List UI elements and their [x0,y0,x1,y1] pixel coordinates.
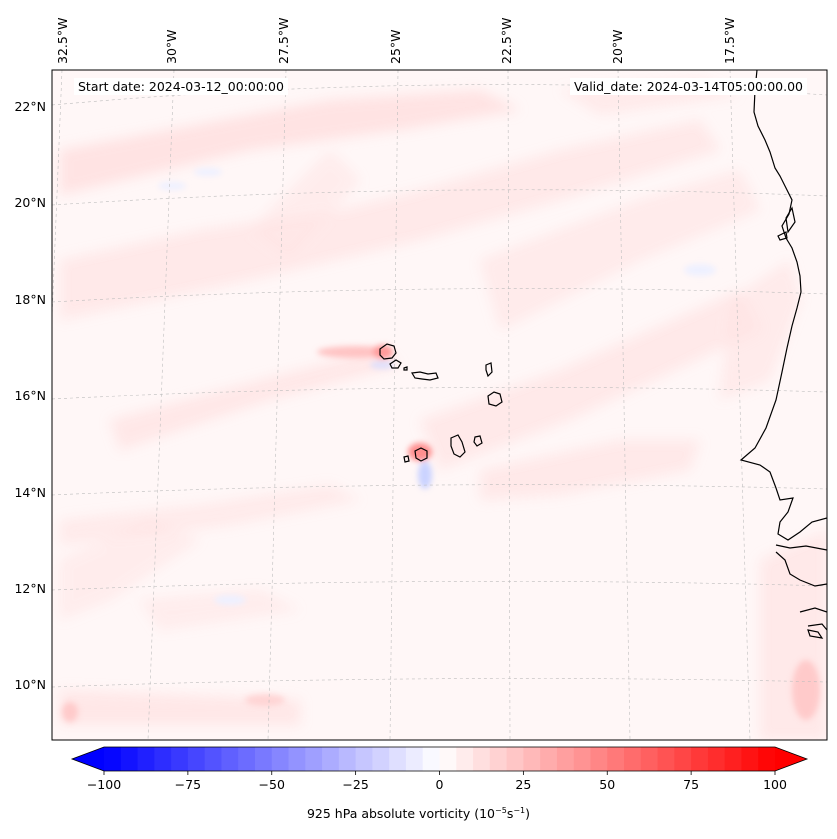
colorbar-tick-label: 50 [599,777,615,792]
colorbar-segment [758,747,776,771]
map-area [52,70,827,740]
colorbar-segment [322,747,340,771]
start-date-label: Start date: 2024-03-12_00:00:00 [74,78,288,95]
lon-label: 30°W [164,29,179,64]
colorbar-segment [573,747,592,771]
colorbar-segment [372,747,390,771]
island-santo-antao [379,343,397,360]
colorbar-segment [154,747,172,771]
longitude-labels: 32.5°W 30°W 27.5°W 25°W 22.5°W 20°W 17.5… [55,18,737,64]
lat-label: 16°N [14,388,46,403]
colorbar-segment [640,747,659,771]
colorbar-segment [355,747,374,771]
island-brava [403,455,410,463]
colorbar-tick-label: 100 [763,777,787,792]
colorbar-segment [523,747,541,771]
lon-label: 22.5°W [499,18,514,64]
colorbar-title: 925 hPa absolute vorticity (10−5s−1) [306,806,531,822]
lat-label: 12°N [14,581,46,596]
colorbar-segment [120,747,139,771]
colorbar-segment [405,747,424,771]
island-santiago [450,434,466,458]
colorbar-tick-label: 0 [436,777,444,792]
colorbar-segments [104,747,776,771]
colorbar-segment [473,747,491,771]
colorbar-segment [171,747,189,771]
lat-label: 18°N [14,292,46,307]
colorbar-segment [422,747,441,771]
colorbar-tick-label: 25 [515,777,531,792]
colorbar-segment [674,747,692,771]
island-maio [473,435,483,447]
map-frame [51,69,828,741]
colorbar-segment [137,747,155,771]
colorbar-segment [338,747,357,771]
colorbar-segment [305,747,323,771]
colorbar-segment [724,747,743,771]
lat-label: 14°N [14,485,46,500]
island-sao-vicente [389,359,402,369]
cape-verde-islands [379,343,503,463]
colorbar-tick-label: −50 [259,777,285,792]
colorbar-segment [439,747,457,771]
colorbar-segment [204,747,223,771]
colorbar-segment [607,747,625,771]
colorbar-extend-min-arrow [72,747,104,771]
colorbar: −100 −75 −50 −25 0 25 50 75 100 [70,746,809,792]
colorbar-tick-label: 75 [683,777,699,792]
colorbar-segment [104,747,122,771]
colorbar-segment [254,747,273,771]
colorbar-segment [691,747,709,771]
colorbar-segment [456,747,474,771]
colorbar-ticks: −100 −75 −50 −25 0 25 50 75 100 [87,771,787,792]
island-boa-vista [487,391,503,407]
colorbar-segment [221,747,239,771]
island-sao-nicolau [411,371,439,381]
colorbar-tick-label: −25 [342,777,368,792]
island-fogo [414,447,428,462]
lon-label: 32.5°W [55,18,70,64]
colorbar-segment [288,747,306,771]
colorbar-extend-max-arrow [775,747,807,771]
colorbar-segment [389,747,407,771]
colorbar-segment [540,747,558,771]
colorbar-segment [657,747,675,771]
lat-label: 10°N [14,677,46,692]
vorticity-maxima [62,168,820,722]
colorbar-segment [187,747,206,771]
colorbar-segment [489,747,508,771]
lon-label: 27.5°W [276,18,291,64]
latitude-labels: 22°N 20°N 18°N 16°N 14°N 12°N 10°N [14,99,46,692]
island-sal [485,362,493,378]
colorbar-segment [741,747,759,771]
lon-label: 20°W [610,29,625,64]
colorbar-tick-label: −100 [87,777,121,792]
valid-date-label: Valid_date: 2024-03-14T05:00:00.00 [569,78,807,95]
colorbar-segment [271,747,290,771]
colorbar-tick-label: −75 [175,777,201,792]
colorbar-segment [590,747,608,771]
lon-label: 25°W [388,29,403,64]
lat-label: 20°N [14,195,46,210]
colorbar-segment [238,747,256,771]
lon-label: 17.5°W [722,18,737,64]
colorbar-segment [556,747,575,771]
colorbar-segment [506,747,524,771]
colorbar-segment [624,747,642,771]
coastline [739,70,827,639]
graticule [52,70,827,740]
island-santa-luzia [403,366,408,371]
lat-label: 22°N [14,99,46,114]
colorbar-segment [707,747,726,771]
